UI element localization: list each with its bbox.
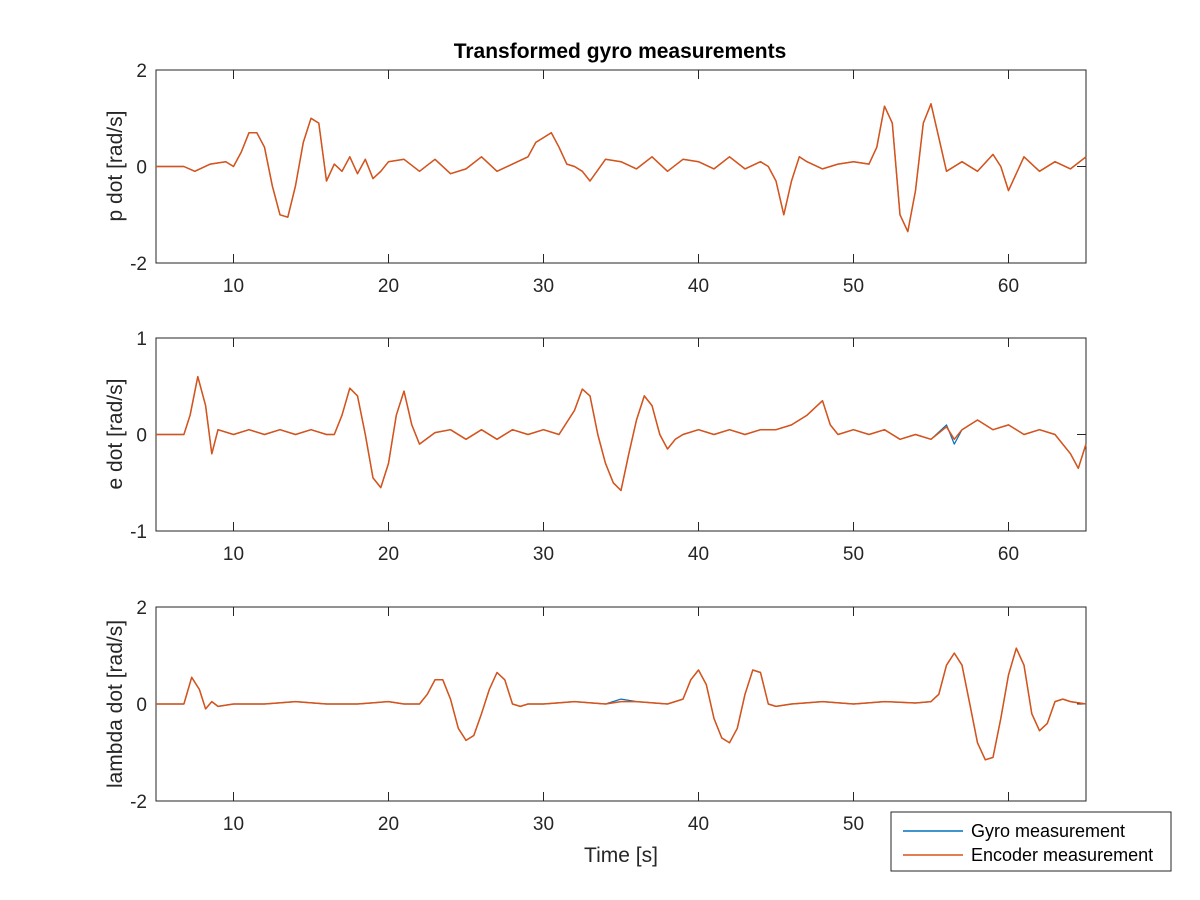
x-tick-label: 40: [688, 814, 709, 835]
x-tick-label: 40: [688, 544, 709, 565]
series-line-encoder: [156, 647, 1087, 761]
subplot-e-dot: 10 20 30 40 50 60 -1 0 1 e dot [rad/s]: [104, 329, 1087, 565]
series-lines-e-dot: [156, 375, 1087, 492]
x-axis-label: Time [s]: [584, 844, 658, 867]
x-tick-label: 30: [533, 276, 554, 297]
series-line-encoder: [156, 103, 1087, 233]
x-tick-label: 20: [378, 814, 399, 835]
plot-area-p-dot: [155, 69, 1087, 264]
y-tick-label: -2: [130, 792, 147, 813]
y-tick-label: 2: [136, 598, 147, 619]
series-lines-lambda-dot: [156, 647, 1087, 761]
x-tick-label: 50: [843, 544, 864, 565]
legend-label-gyro: Gyro measurement: [971, 821, 1125, 841]
x-tick-label: 50: [843, 814, 864, 835]
subplot-p-dot: 10 20 30 40 50 60 -2 0 2 p dot [rad/s]: [104, 61, 1087, 297]
x-tick-label: 50: [843, 276, 864, 297]
legend-label-encoder: Encoder measurement: [971, 845, 1153, 865]
x-tick-label: 20: [378, 276, 399, 297]
x-tick-label: 10: [223, 814, 244, 835]
y-tick-label: 2: [136, 61, 147, 82]
x-tick-label: 30: [533, 544, 554, 565]
x-tick-label: 60: [998, 544, 1019, 565]
y-axis-label-lambda-dot: lambda dot [rad/s]: [104, 620, 127, 788]
series-lines-p-dot: [156, 103, 1087, 233]
legend-box: [890, 811, 1172, 872]
plot-area-e-dot: [155, 337, 1087, 532]
plot-area-lambda-dot: [155, 606, 1087, 802]
x-tick-label: 20: [378, 544, 399, 565]
x-tick-label: 40: [688, 276, 709, 297]
x-tick-label: 30: [533, 814, 554, 835]
y-tick-label: 0: [136, 158, 147, 179]
y-tick-label: -1: [130, 522, 147, 543]
x-tick-label: 10: [223, 544, 244, 565]
x-tick-label: 60: [998, 276, 1019, 297]
ticks-e-dot: 10 20 30 40 50 60 -1 0 1: [130, 329, 1086, 565]
y-axis-label-p-dot: p dot [rad/s]: [104, 111, 127, 222]
chart-title: Transformed gyro measurements: [454, 40, 787, 63]
y-axis-label-e-dot: e dot [rad/s]: [104, 379, 127, 490]
y-tick-label: 0: [136, 695, 147, 716]
y-tick-label: 1: [136, 329, 147, 350]
ticks-p-dot: 10 20 30 40 50 60 -2 0 2: [130, 61, 1086, 297]
x-tick-label: 10: [223, 276, 244, 297]
series-line-encoder: [156, 375, 1087, 492]
legend: Gyro measurement Encoder measurement: [890, 811, 1172, 872]
y-tick-label: -2: [130, 254, 147, 275]
y-tick-label: 0: [136, 426, 147, 447]
